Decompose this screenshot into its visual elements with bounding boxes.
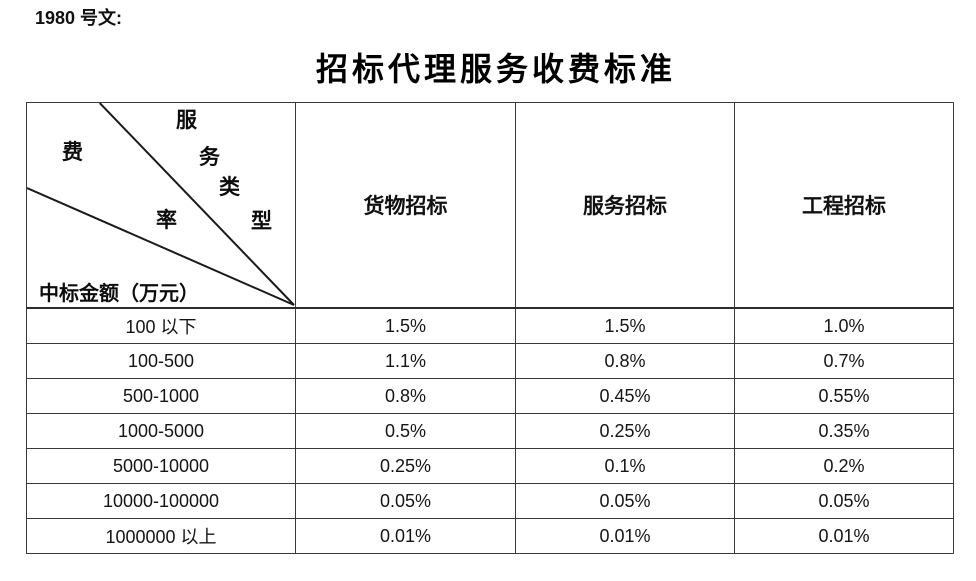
corner-label-fee-char1: 费 — [62, 140, 83, 164]
column-header-service: 服务招标 — [515, 102, 735, 309]
fee-value-cell: 0.45% — [515, 378, 735, 414]
row-label: 1000000 以上 — [26, 518, 296, 554]
fee-standard-table: 费 服 务 类 率 型 中标金额（万元） 货物招标 服务招标 工程招标 100 … — [26, 102, 954, 554]
column-header-engineering: 工程招标 — [734, 102, 954, 309]
fee-value-cell: 1.5% — [295, 307, 516, 344]
fee-value-cell: 0.05% — [734, 483, 954, 519]
diagonal-line-upper — [99, 103, 295, 306]
diagonal-lines-graphic — [27, 103, 295, 306]
document-ref-number: 1980 号文: — [35, 8, 123, 28]
table-header-row: 费 服 务 类 率 型 中标金额（万元） 货物招标 服务招标 工程招标 — [26, 102, 954, 309]
fee-value-cell: 0.01% — [734, 518, 954, 554]
fee-value-cell: 1.0% — [734, 307, 954, 344]
fee-value-cell: 0.01% — [515, 518, 735, 554]
row-label: 100-500 — [26, 343, 296, 379]
corner-label-fee-char2: 率 — [156, 208, 177, 232]
fee-value-cell: 0.35% — [734, 413, 954, 449]
fee-value-cell: 0.25% — [515, 413, 735, 449]
diagonal-line-lower — [27, 187, 295, 306]
fee-value-cell: 0.05% — [515, 483, 735, 519]
fee-value-cell: 0.8% — [515, 343, 735, 379]
table-row: 1000000 以上 0.01% 0.01% 0.01% — [26, 518, 954, 554]
fee-value-cell: 0.7% — [734, 343, 954, 379]
column-header-goods: 货物招标 — [295, 102, 516, 309]
table-row: 100 以下 1.5% 1.5% 1.0% — [26, 307, 954, 344]
table-row: 5000-10000 0.25% 0.1% 0.2% — [26, 448, 954, 484]
fee-value-cell: 0.5% — [295, 413, 516, 449]
fee-value-cell: 0.01% — [295, 518, 516, 554]
corner-label-type-char3: 类 — [219, 175, 240, 199]
row-label: 500-1000 — [26, 378, 296, 414]
table-row: 10000-100000 0.05% 0.05% 0.05% — [26, 483, 954, 519]
fee-value-cell: 0.1% — [515, 448, 735, 484]
corner-label-type-char2: 务 — [199, 145, 220, 169]
row-label: 100 以下 — [26, 307, 296, 344]
fee-value-cell: 1.1% — [295, 343, 516, 379]
corner-label-type-char4: 型 — [251, 209, 272, 233]
fee-value-cell: 0.8% — [295, 378, 516, 414]
row-label: 5000-10000 — [26, 448, 296, 484]
table-row: 1000-5000 0.5% 0.25% 0.35% — [26, 413, 954, 449]
table-row: 500-1000 0.8% 0.45% 0.55% — [26, 378, 954, 414]
fee-value-cell: 0.05% — [295, 483, 516, 519]
corner-label-type-char1: 服 — [176, 108, 197, 132]
fee-value-cell: 0.25% — [295, 448, 516, 484]
table-row: 100-500 1.1% 0.8% 0.7% — [26, 343, 954, 379]
page-title: 招标代理服务收费标准 — [315, 51, 676, 87]
fee-value-cell: 1.5% — [515, 307, 735, 344]
diagonal-corner-cell: 费 服 务 类 率 型 中标金额（万元） — [26, 102, 296, 309]
corner-amount-axis-label: 中标金额（万元） — [39, 283, 199, 305]
fee-value-cell: 0.55% — [734, 378, 954, 414]
fee-value-cell: 0.2% — [734, 448, 954, 484]
row-label: 1000-5000 — [26, 413, 296, 449]
row-label: 10000-100000 — [26, 483, 296, 519]
